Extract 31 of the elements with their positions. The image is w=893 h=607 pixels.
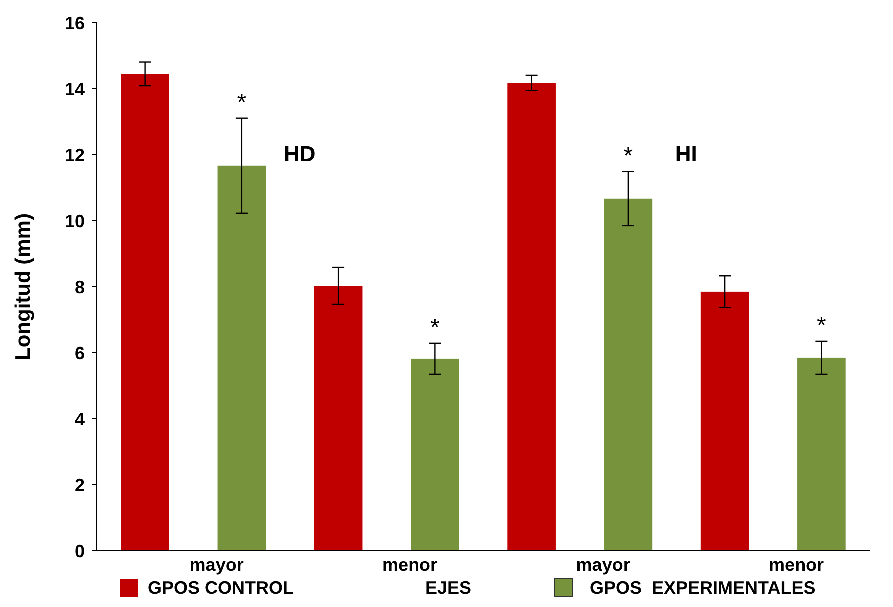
bar (314, 286, 363, 551)
bar (218, 166, 266, 551)
annotation: * (237, 89, 247, 116)
y-tick-label: 8 (74, 277, 85, 298)
y-tick-label: 10 (64, 211, 85, 232)
bar (121, 74, 170, 551)
annotation: HD (284, 142, 316, 167)
legend-label: GPOS EXPERIMENTALES (590, 578, 816, 598)
x-axis-title: EJES (425, 578, 472, 598)
x-tick-label: mayor (576, 555, 630, 575)
y-tick-label: 6 (74, 343, 85, 364)
y-tick-label: 0 (74, 541, 85, 562)
x-tick-label: menor (769, 555, 824, 575)
x-tick-label: mayor (190, 555, 244, 575)
annotation: HI (675, 142, 698, 167)
x-tick-label: menor (382, 555, 438, 575)
legend-label: GPOS CONTROL (148, 578, 294, 598)
y-tick-label: 4 (74, 409, 85, 430)
annotation: * (430, 314, 440, 342)
bar (604, 198, 653, 551)
bar (798, 358, 846, 551)
bar (700, 292, 750, 551)
y-tick-label: 12 (64, 145, 85, 166)
bar (411, 358, 460, 551)
annotation: * (624, 142, 634, 170)
y-tick-label: 14 (64, 79, 85, 100)
bar (508, 83, 556, 551)
y-tick-label: 16 (64, 13, 85, 34)
y-tick-label: 2 (74, 475, 85, 496)
y-axis-title: Longitud (mm) (12, 214, 35, 360)
annotation: * (817, 312, 826, 340)
